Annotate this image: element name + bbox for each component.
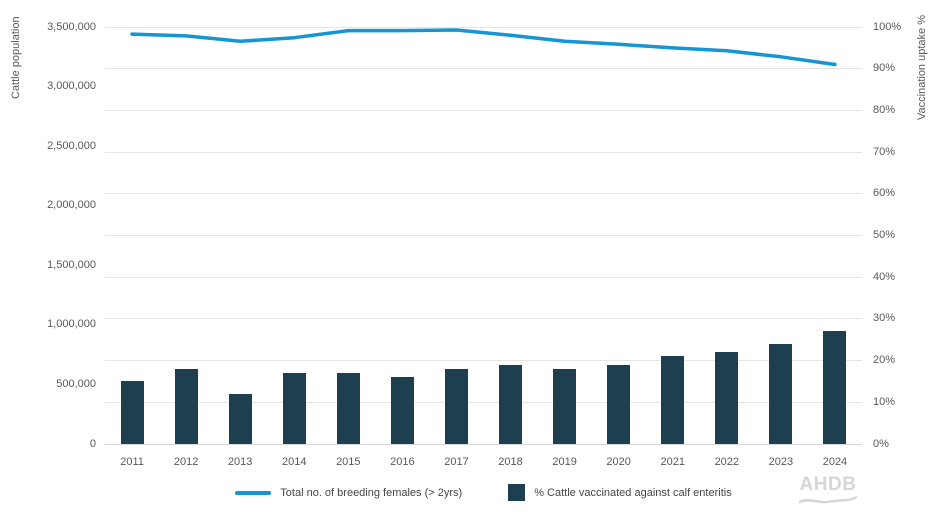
bar-2011 xyxy=(120,381,144,444)
gridline xyxy=(105,443,862,445)
line-series xyxy=(130,28,837,67)
left-axis-tick: 3,500,000 xyxy=(47,20,96,33)
bar-2018 xyxy=(499,364,523,444)
bar-2013 xyxy=(228,393,252,444)
left-axis-tick: 1,500,000 xyxy=(47,258,96,271)
ahdb-swoosh-icon xyxy=(799,495,857,504)
bar-2016 xyxy=(390,377,414,444)
x-axis-tick-2023: 2023 xyxy=(768,456,794,468)
x-axis-tick-2015: 2015 xyxy=(336,456,361,468)
bar-2022 xyxy=(715,352,739,444)
x-axis-tick-2020: 2020 xyxy=(606,456,631,468)
right-axis-tick: 70% xyxy=(873,145,896,158)
right-axis-tick: 40% xyxy=(873,270,896,283)
x-axis-tick-2019: 2019 xyxy=(552,456,577,468)
bar-swatch-icon xyxy=(508,484,526,501)
x-axis-tick-2013: 2013 xyxy=(227,456,253,468)
left-axis-tick: 0 xyxy=(89,437,96,450)
breeding-females-line xyxy=(130,28,837,67)
x-axis-tick-2022: 2022 xyxy=(714,456,740,468)
left-axis-tick: 1,000,000 xyxy=(47,318,96,331)
bar-2024 xyxy=(823,331,847,444)
x-axis-tick-2016: 2016 xyxy=(390,456,415,468)
bar-2017 xyxy=(444,368,468,444)
x-axis-tick-2017: 2017 xyxy=(444,456,469,468)
gridline xyxy=(105,151,862,153)
legend-item-bar: % Cattle vaccinated against calf enterit… xyxy=(508,484,732,501)
x-axis-tick-2021: 2021 xyxy=(660,456,685,468)
gridline xyxy=(105,235,862,236)
x-axis-tick-2024: 2024 xyxy=(822,456,848,468)
left-axis-tick: 3,000,000 xyxy=(47,80,96,93)
line-swatch-icon xyxy=(235,490,272,495)
bar-2020 xyxy=(607,364,631,444)
left-axis-tick: 2,500,000 xyxy=(47,139,96,152)
right-axis-tick: 80% xyxy=(873,103,896,116)
gridline xyxy=(105,109,862,111)
right-axis-tick: 100% xyxy=(873,20,902,33)
x-axis-tick-2018: 2018 xyxy=(498,456,523,468)
gridline xyxy=(105,26,862,28)
bar-2019 xyxy=(553,368,577,444)
right-axis-tick: 30% xyxy=(873,312,896,325)
x-axis-tick-2011: 2011 xyxy=(120,456,144,468)
right-axis-tick: 0% xyxy=(873,437,889,450)
legend-bar-label: % Cattle vaccinated against calf enterit… xyxy=(534,486,732,499)
ahdb-logo: AHDB xyxy=(799,474,857,504)
plot-area xyxy=(105,26,862,445)
gridline xyxy=(105,193,862,195)
gridline xyxy=(105,360,862,362)
ahdb-logo-text: AHDB xyxy=(799,474,857,495)
left-axis-tick: 500,000 xyxy=(56,377,96,390)
right-axis-tick: 10% xyxy=(873,395,896,408)
bar-2023 xyxy=(769,343,793,444)
bar-2015 xyxy=(336,373,360,444)
x-axis-tick-2012: 2012 xyxy=(173,456,199,468)
right-axis-tick: 20% xyxy=(873,354,896,367)
bar-2014 xyxy=(282,373,306,444)
gridline xyxy=(105,401,862,403)
right-axis-tick: 50% xyxy=(873,229,896,241)
gridline xyxy=(105,68,862,70)
right-axis-tick: 60% xyxy=(873,187,896,200)
gridline xyxy=(105,276,862,278)
gridline xyxy=(105,318,862,320)
legend-line-label: Total no. of breeding females (> 2yrs) xyxy=(280,486,463,499)
left-axis-tick: 2,000,000 xyxy=(47,199,96,212)
legend: Total no. of breeding females (> 2yrs) %… xyxy=(105,484,862,501)
bar-2012 xyxy=(174,368,198,444)
legend-item-line: Total no. of breeding females (> 2yrs) xyxy=(235,487,462,499)
right-axis-tick: 90% xyxy=(873,62,896,75)
x-axis-tick-2014: 2014 xyxy=(282,456,307,468)
bar-2021 xyxy=(661,356,685,444)
